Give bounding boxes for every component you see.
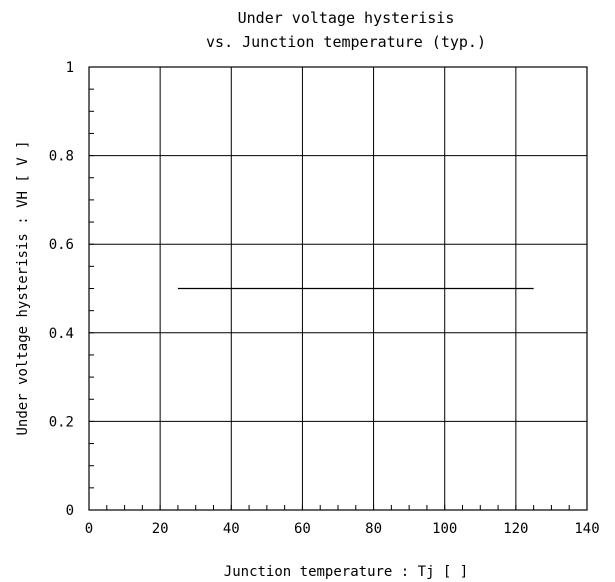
x-tick-label: 140 xyxy=(574,521,599,537)
y-tick-label: 0 xyxy=(66,503,74,519)
x-tick-label: 60 xyxy=(294,521,311,537)
plot-area: 0 20 40 60 80 100 120 140 0 0.2 0.4 0.6 0.8 1 xyxy=(49,60,600,537)
x-tick-label: 80 xyxy=(365,521,382,537)
plot-frame xyxy=(88,66,588,511)
y-tick-label: 0.4 xyxy=(49,326,74,342)
chart-title: Under voltage hysterisis xyxy=(238,9,455,27)
x-tick-label: 100 xyxy=(432,521,457,537)
y-tick-label: 0.2 xyxy=(49,414,74,430)
x-tick-label: 0 xyxy=(85,521,93,537)
y-tick-label: 1 xyxy=(66,60,74,76)
x-tick-label: 20 xyxy=(152,521,169,537)
x-tick-label: 40 xyxy=(223,521,240,537)
chart-subtitle: vs. Junction temperature (typ.) xyxy=(206,33,486,51)
y-axis-label: Under voltage hysterisis : VH [ V ] xyxy=(15,140,31,435)
x-axis-label: Junction temperature : Tj [ ] xyxy=(224,564,468,580)
y-tick-label: 0.8 xyxy=(49,149,74,165)
y-tick-label: 0.6 xyxy=(49,237,74,253)
x-tick-label: 120 xyxy=(503,521,528,537)
